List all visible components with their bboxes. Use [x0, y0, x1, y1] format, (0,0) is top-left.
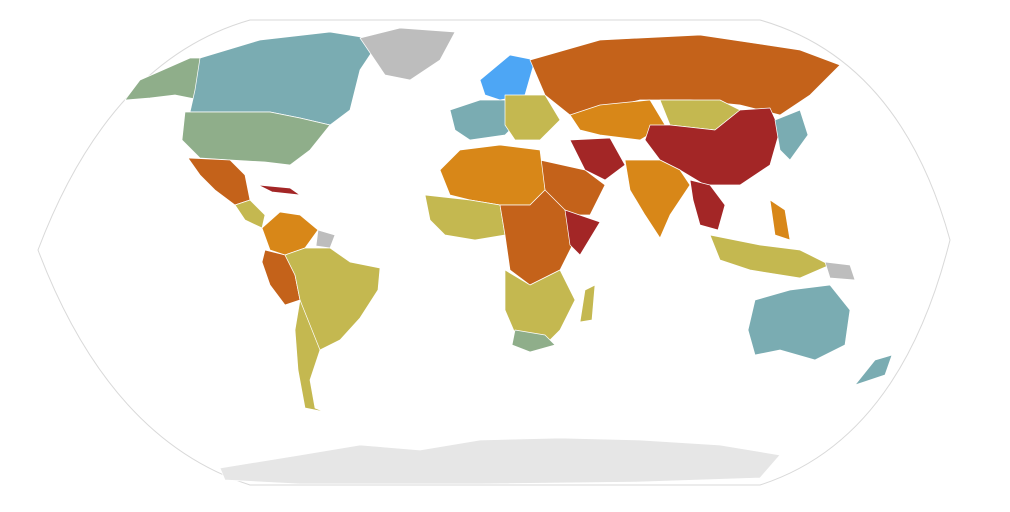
region-venezuela-colombia[interactable]: [261, 211, 319, 256]
region-png[interactable]: [824, 261, 856, 281]
region-philippines[interactable]: [769, 199, 791, 241]
region-central-east-africa[interactable]: [499, 189, 576, 286]
region-usa[interactable]: [181, 111, 331, 166]
region-canada[interactable]: [189, 31, 381, 126]
region-north-africa[interactable]: [439, 144, 546, 206]
region-madagascar[interactable]: [579, 284, 596, 323]
region-west-africa[interactable]: [424, 194, 506, 241]
region-horn-of-africa[interactable]: [564, 209, 601, 256]
region-iran-middle-east[interactable]: [569, 137, 626, 181]
region-alaska[interactable]: [124, 57, 216, 101]
region-australia[interactable]: [747, 284, 851, 361]
region-antarctica[interactable]: [219, 437, 781, 485]
region-india[interactable]: [624, 159, 691, 239]
region-indonesia[interactable]: [709, 234, 831, 279]
region-cuba[interactable]: [257, 184, 301, 196]
region-new-zealand[interactable]: [854, 354, 893, 386]
region-greenland[interactable]: [359, 27, 456, 81]
region-southern-africa[interactable]: [504, 269, 576, 351]
region-southeast-asia[interactable]: [689, 179, 726, 231]
region-south-africa[interactable]: [511, 329, 556, 353]
region-central-america[interactable]: [234, 199, 266, 229]
region-southern-cone[interactable]: [294, 299, 326, 413]
region-korea-japan[interactable]: [774, 109, 809, 161]
